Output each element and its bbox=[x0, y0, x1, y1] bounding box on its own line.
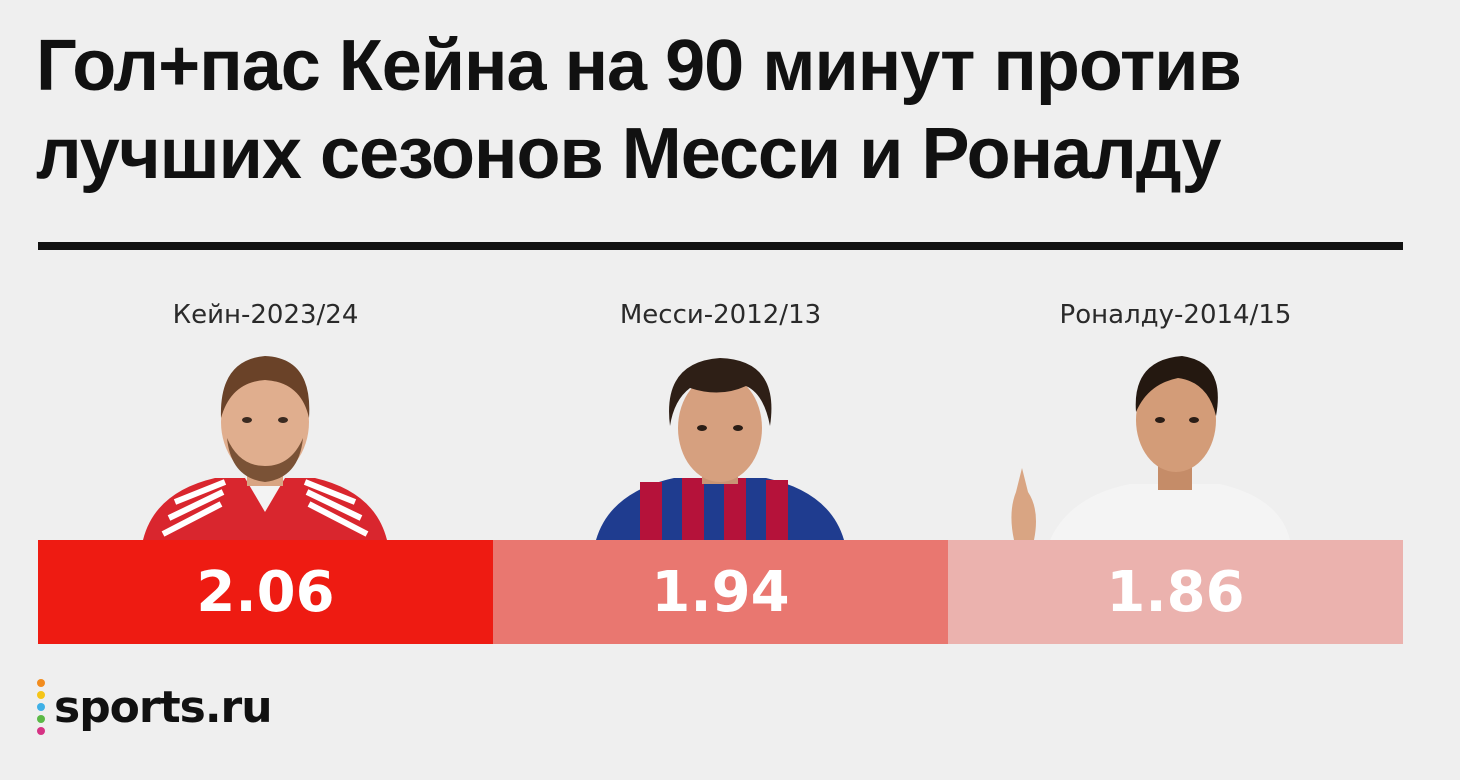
player-label-messi: Месси-2012/13 bbox=[619, 300, 822, 330]
bar-ronaldo: 1.86 bbox=[948, 540, 1403, 644]
harry-kane-portrait-icon bbox=[143, 356, 387, 540]
player-label-kane: Кейн-2023/24 bbox=[172, 300, 359, 330]
bar-kane: 2.06 bbox=[38, 540, 493, 644]
title-divider bbox=[38, 242, 1403, 250]
bar-value-label: 1.94 bbox=[651, 559, 790, 625]
logo-text: sports.ru bbox=[54, 681, 273, 733]
chart-title: Гол+пас Кейна на 90 минут против лучших … bbox=[36, 26, 1242, 194]
cristiano-ronaldo-portrait-icon bbox=[1011, 356, 1290, 540]
player-label-ronaldo: Роналду-2014/15 bbox=[1059, 300, 1292, 330]
bar-value-label: 2.06 bbox=[196, 559, 335, 625]
bar-value-label: 1.86 bbox=[1106, 559, 1245, 625]
lionel-messi-portrait-icon bbox=[596, 358, 844, 540]
sports-ru-logo: sports.ru bbox=[36, 676, 273, 738]
logo-dots-icon bbox=[37, 679, 45, 735]
bar-messi: 1.94 bbox=[493, 540, 948, 644]
